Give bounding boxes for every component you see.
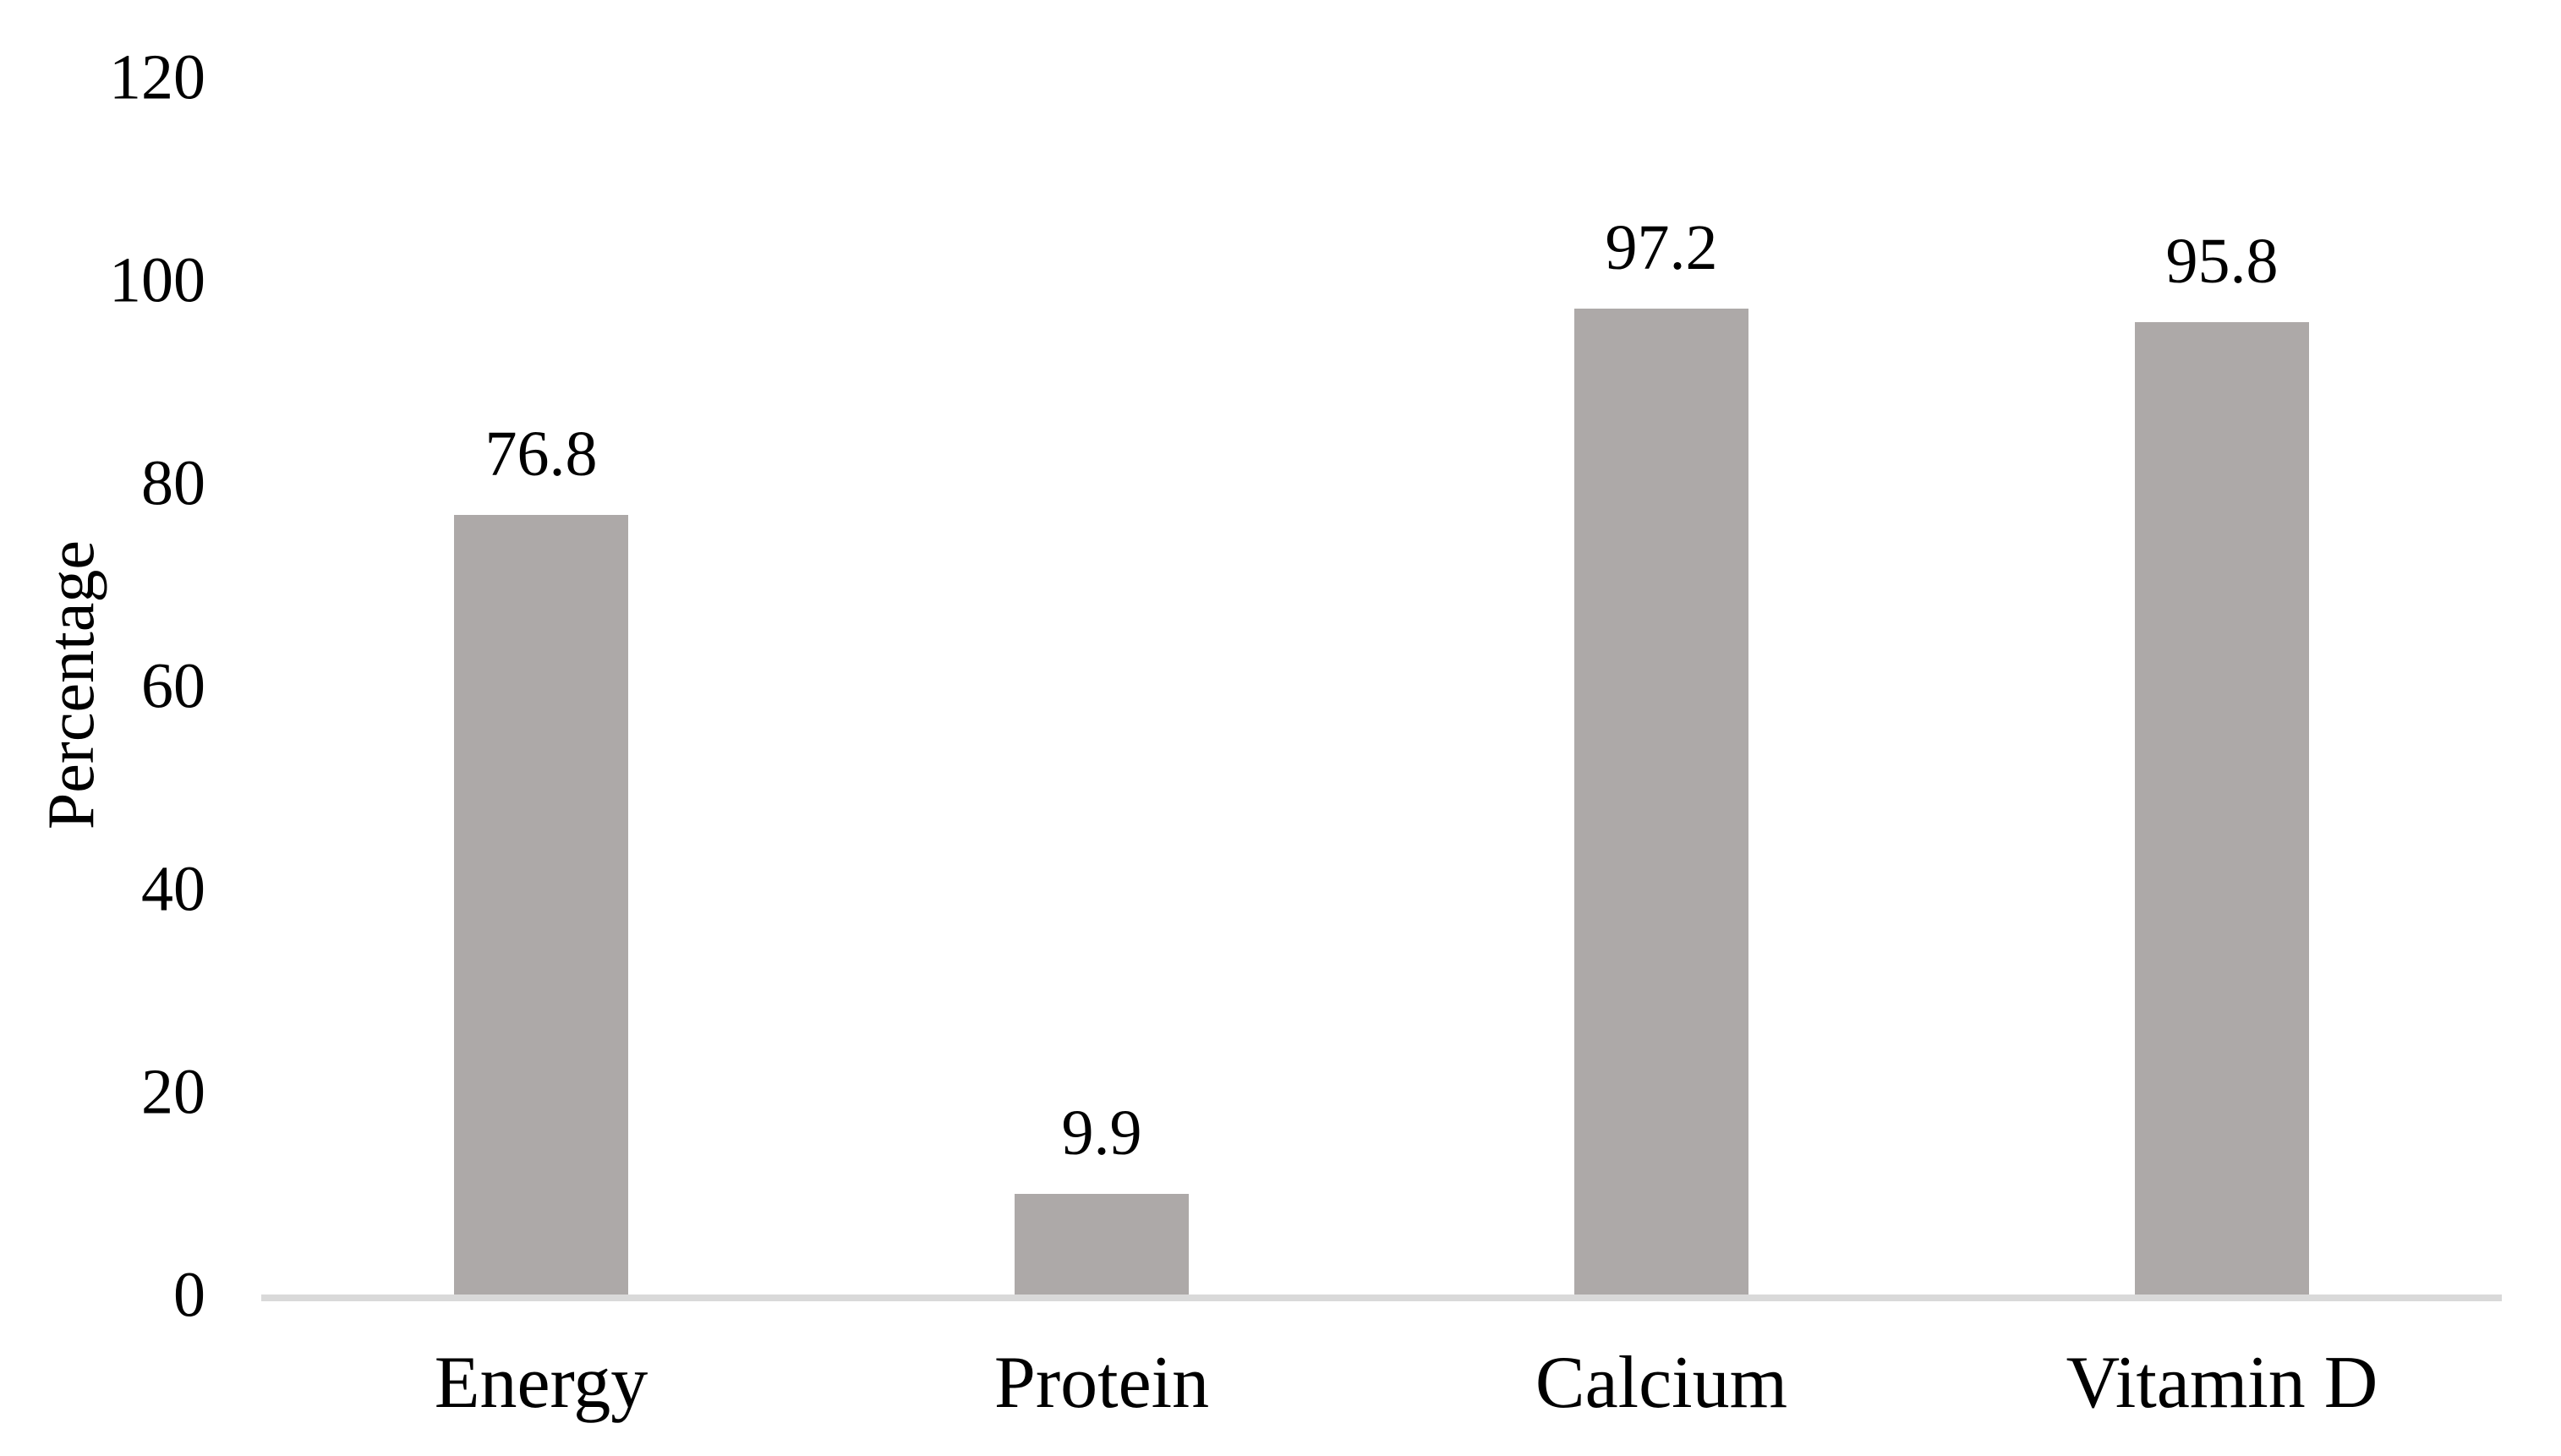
x-category-label-protein: Protein [993,1342,1210,1424]
data-label-protein: 9.9 [1061,1097,1142,1169]
y-tick-label-40: 40 [141,853,205,925]
data-label-energy: 76.8 [484,419,598,490]
bar-energy [454,515,628,1295]
y-tick-label-60: 60 [141,650,205,722]
x-category-label-calcium: Calcium [1535,1342,1788,1424]
bar-vitamin-d [2135,322,2309,1295]
bar-calcium [1574,309,1748,1295]
y-tick-label-100: 100 [109,244,205,316]
data-label-calcium: 97.2 [1605,212,1718,283]
x-category-label-vitamin-d: Vitamin D [2066,1342,2378,1424]
bar-protein [1015,1194,1189,1295]
data-label-vitamin-d: 95.8 [2165,226,2279,297]
y-tick-label-20: 20 [141,1056,205,1128]
y-tick-label-0: 0 [173,1259,205,1331]
x-category-label-energy: Energy [434,1342,648,1424]
y-tick-label-80: 80 [141,447,205,519]
y-tick-label-120: 120 [109,41,205,113]
x-axis-line [261,1295,2502,1301]
